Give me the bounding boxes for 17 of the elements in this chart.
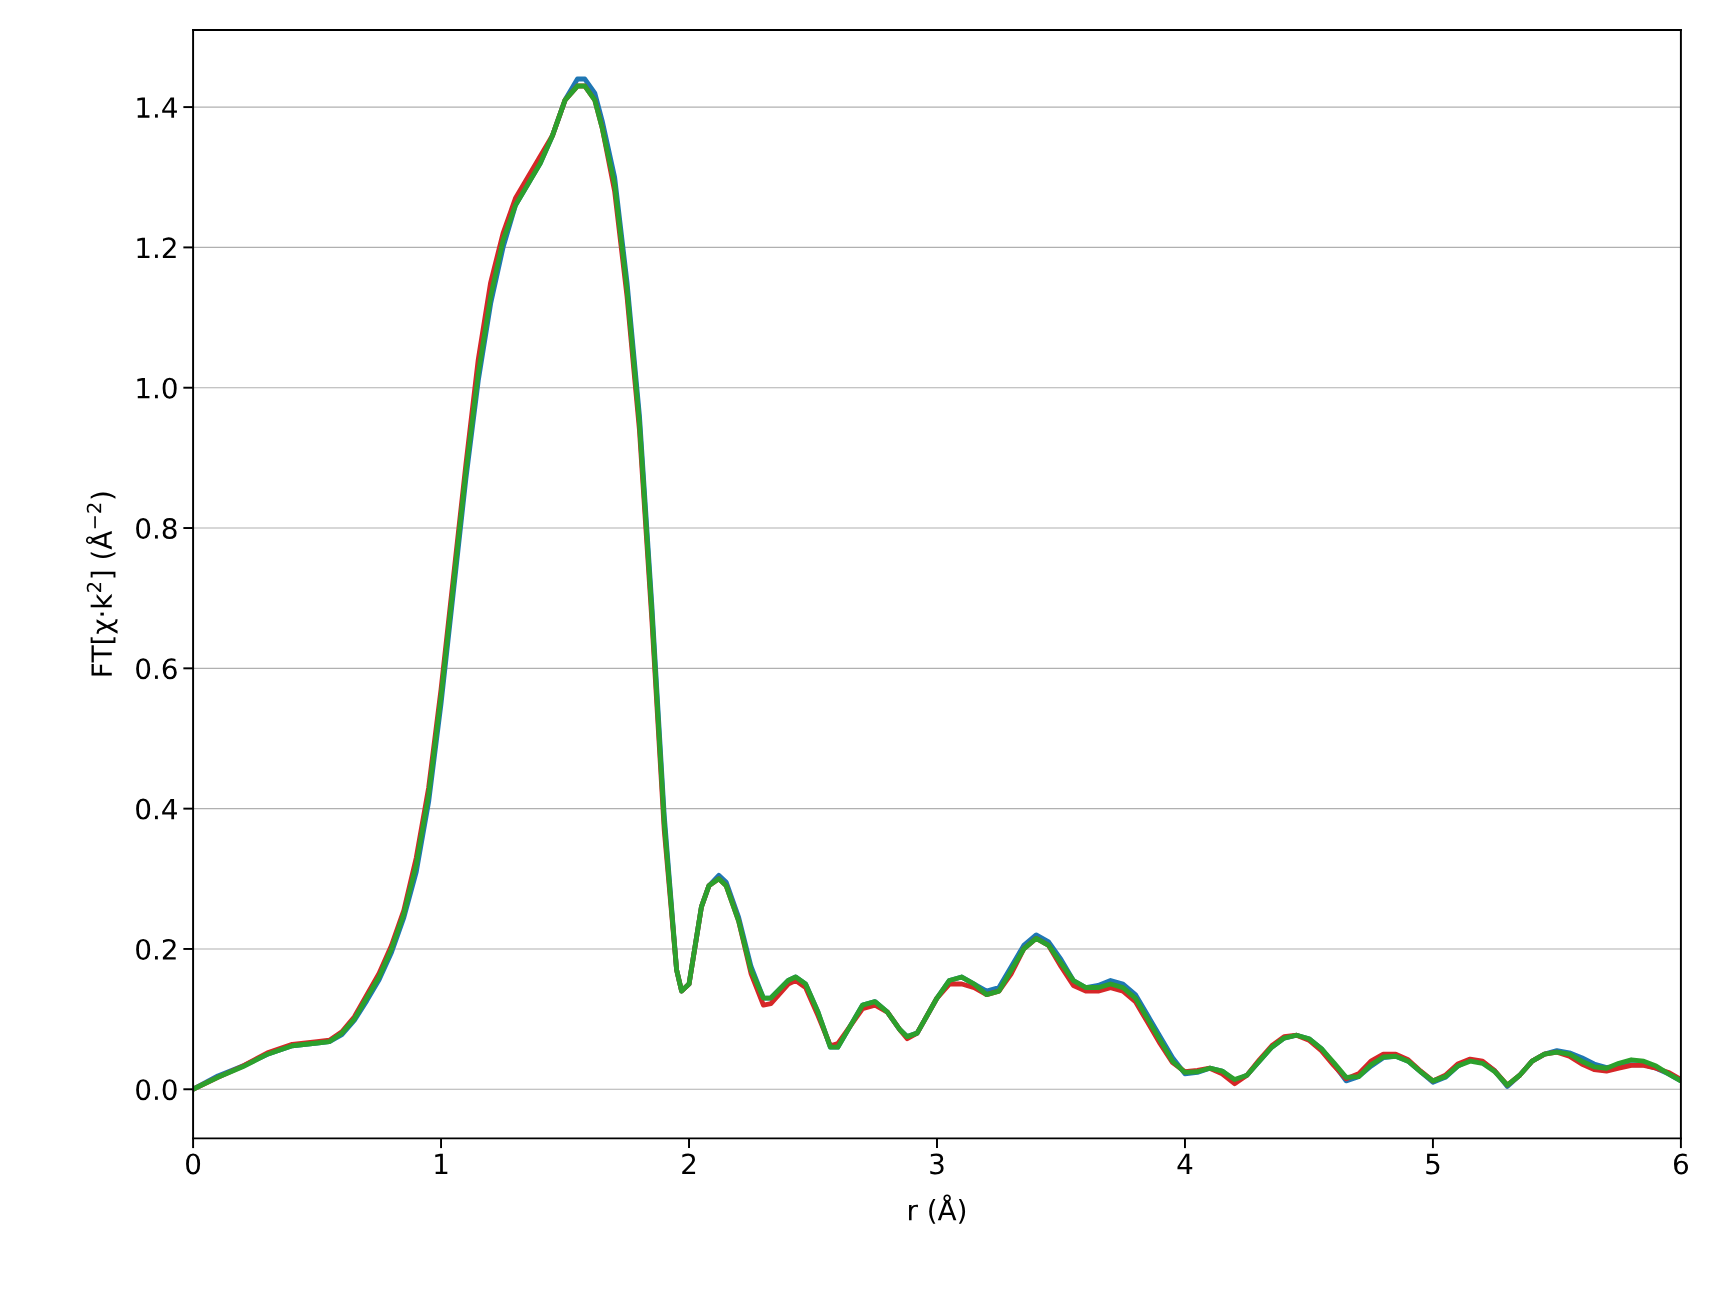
x-tick-label: 2 (682, 1153, 696, 1175)
y-tick-label: 0.6 (136, 658, 177, 680)
x-tick-label: 3 (930, 1153, 944, 1175)
y-axis-title: FT[χ·k$^{2}$] (Å$^{−2}$) (86, 492, 118, 676)
y-tick-label: 0.8 (136, 517, 177, 539)
x-tick-label: 5 (1426, 1153, 1440, 1175)
x-tick-label: 1 (435, 1153, 448, 1175)
y-tick-label: 1.0 (137, 377, 177, 399)
x-tick-label: 4 (1177, 1153, 1193, 1175)
x-axis-title: r (Å) (909, 1194, 966, 1224)
y-tick-label: 0.0 (136, 1079, 177, 1101)
y-tick-label: 0.4 (136, 798, 177, 820)
x-tick-label: 0 (186, 1153, 201, 1175)
y-tick-label: 1.2 (137, 237, 176, 258)
x-tick-label: 6 (1674, 1153, 1688, 1175)
y-tick-label: 1.4 (137, 97, 177, 118)
y-tick-label: 0.2 (136, 938, 176, 960)
